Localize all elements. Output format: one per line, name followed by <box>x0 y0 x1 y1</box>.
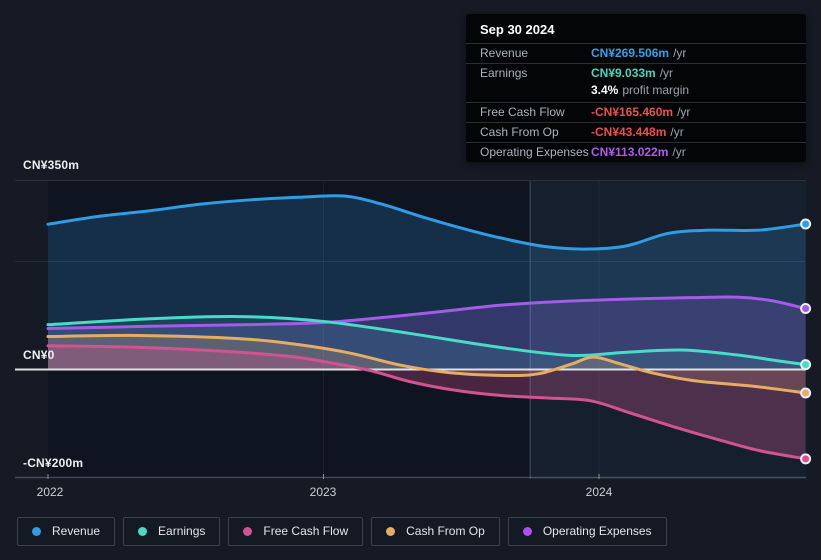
y-axis-label-350m: CN¥350m <box>23 158 80 172</box>
tooltip-value: CN¥9.033m <box>591 66 656 80</box>
tooltip-unit: /yr <box>670 125 684 139</box>
legend-item-revenue[interactable]: Revenue <box>17 517 116 546</box>
legend-item-free-cash-flow[interactable]: Free Cash Flow <box>228 517 364 546</box>
tooltip-row-operating-expenses: Operating Expenses CN¥113.022m/yr <box>466 142 806 162</box>
revenue-dot-icon <box>32 527 41 536</box>
tooltip-unit: /yr <box>677 105 691 119</box>
tooltip-label: Cash From Op <box>480 125 559 139</box>
tooltip-value: CN¥113.022m <box>591 145 669 159</box>
tooltip-panel: Sep 30 2024 Revenue CN¥269.506m/yr Earni… <box>466 14 806 162</box>
tooltip-value: -CN¥165.460m <box>591 105 674 119</box>
legend-item-operating-expenses[interactable]: Operating Expenses <box>507 517 667 546</box>
tooltip-row-earnings: Earnings CN¥9.033m/yr <box>466 63 806 83</box>
x-axis-label-2022: 2022 <box>36 485 64 499</box>
tooltip-value: CN¥269.506m <box>591 46 670 60</box>
tooltip-label: Operating Expenses <box>480 145 589 159</box>
chart-legend: Revenue Earnings Free Cash Flow Cash Fro… <box>17 517 667 546</box>
tooltip-row-free-cash-flow: Free Cash Flow -CN¥165.460m/yr <box>466 102 806 122</box>
y-axis-label-neg200m: -CN¥200m <box>23 456 84 470</box>
tooltip-unit: /yr <box>659 66 674 80</box>
legend-item-earnings[interactable]: Earnings <box>123 517 221 546</box>
x-axis-label-2023: 2023 <box>309 485 337 499</box>
tooltip-unit: /yr <box>673 46 687 60</box>
cash-from-op-dot-icon <box>386 527 396 536</box>
tooltip-label: Revenue <box>480 46 529 60</box>
tooltip-label: Earnings <box>480 66 528 80</box>
tooltip-row-profit-margin: 3.4% profit margin <box>466 83 806 102</box>
tooltip-margin-label: profit margin <box>622 83 690 97</box>
tooltip-date: Sep 30 2024 <box>480 22 555 37</box>
tooltip-row-cash-from-op: Cash From Op -CN¥43.448m/yr <box>466 122 806 142</box>
legend-item-cash-from-op[interactable]: Cash From Op <box>371 517 500 546</box>
y-axis-label-0: CN¥0 <box>23 348 55 362</box>
earnings-dot-icon <box>138 527 148 536</box>
tooltip-value: -CN¥43.448m <box>591 125 667 139</box>
tooltip-label: Free Cash Flow <box>480 105 565 119</box>
operating-expenses-dot-icon <box>522 527 532 536</box>
x-axis-label-2024: 2024 <box>585 485 613 499</box>
free-cash-flow-dot-icon <box>243 527 253 536</box>
tooltip-unit: /yr <box>672 145 686 159</box>
tooltip-row-revenue: Revenue CN¥269.506m/yr <box>466 43 806 63</box>
tooltip-margin-value: 3.4% <box>591 83 619 97</box>
